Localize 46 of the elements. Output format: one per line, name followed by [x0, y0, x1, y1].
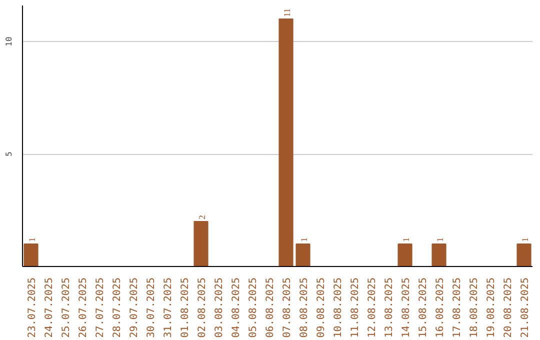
- x-tick-label: 24.07.2025: [44, 277, 55, 338]
- x-tick-label: 15.08.2025: [418, 277, 429, 338]
- x-tick-label: 28.07.2025: [112, 277, 123, 338]
- bar: [296, 244, 310, 266]
- x-tick-label: 05.08.2025: [248, 277, 259, 338]
- bar: [194, 221, 208, 266]
- x-tick-label: 21.08.2025: [520, 277, 531, 338]
- x-tick-label: 06.08.2025: [265, 277, 276, 338]
- x-tick-label: 08.08.2025: [299, 277, 310, 338]
- x-tick-label: 18.08.2025: [469, 277, 480, 338]
- bar: [516, 244, 532, 266]
- x-tick-label: 29.07.2025: [129, 277, 140, 338]
- data-label: 2: [197, 215, 207, 220]
- x-tick-label: 02.08.2025: [197, 277, 208, 338]
- x-tick-label: 23.07.2025: [27, 277, 38, 338]
- x-tick-label: 25.07.2025: [61, 277, 72, 338]
- x-tick-label: 16.08.2025: [435, 277, 446, 338]
- x-tick-label: 04.08.2025: [231, 277, 242, 338]
- data-label: 1: [520, 238, 530, 242]
- x-tick-label: 13.08.2025: [384, 277, 395, 338]
- x-tick-label: 14.08.2025: [401, 277, 412, 338]
- x-tick-label: 17.08.2025: [452, 277, 463, 338]
- x-tick-label: 11.08.2025: [350, 277, 361, 338]
- data-label: 1: [27, 238, 37, 242]
- data-label: 1: [401, 238, 411, 242]
- data-label: 11: [282, 8, 292, 17]
- x-tick-label: 30.07.2025: [146, 277, 157, 338]
- x-tick-label: 20.08.2025: [503, 277, 514, 338]
- bar: [278, 18, 294, 266]
- x-tick-label: 10.08.2025: [333, 277, 344, 338]
- data-label: 1: [299, 238, 309, 242]
- x-tick-label: 31.07.2025: [163, 277, 174, 338]
- x-tick-label: 12.08.2025: [367, 277, 378, 338]
- bar: [398, 244, 412, 266]
- x-tick-label: 07.08.2025: [282, 277, 293, 338]
- x-tick-label: 09.08.2025: [316, 277, 327, 338]
- data-label: 1: [435, 238, 445, 242]
- x-tick-label: 03.08.2025: [214, 277, 225, 338]
- y-tick-label: 5: [4, 151, 14, 156]
- bar: [24, 244, 38, 266]
- x-tick-label: 19.08.2025: [486, 277, 497, 338]
- bar: [432, 244, 446, 266]
- x-tick-label: 27.07.2025: [95, 277, 106, 338]
- x-tick-label: 26.07.2025: [78, 277, 89, 338]
- y-tick-label: 10: [4, 36, 14, 46]
- x-tick-label: 01.08.2025: [180, 277, 191, 338]
